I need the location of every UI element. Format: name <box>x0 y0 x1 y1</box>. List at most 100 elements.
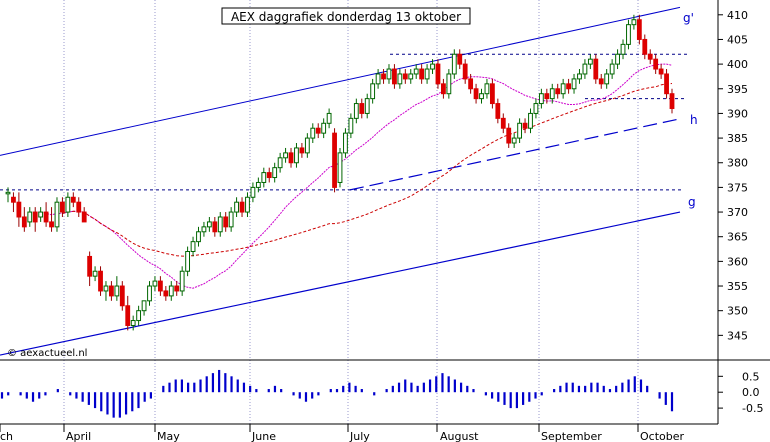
candle-body-up <box>528 112 533 129</box>
osc-tick-label: -0.5 <box>742 402 763 415</box>
candle <box>103 281 109 301</box>
candle <box>65 192 71 217</box>
candle <box>179 266 185 296</box>
candle <box>528 108 533 134</box>
month-label: May <box>157 430 180 442</box>
candle <box>49 207 54 232</box>
trend-lines <box>0 6 690 356</box>
candle <box>310 123 316 144</box>
candle-body-up <box>5 191 11 195</box>
candle <box>152 276 158 291</box>
candle-body-up <box>206 221 212 228</box>
candle <box>136 305 142 326</box>
candle <box>27 207 33 227</box>
candle-body-up <box>114 285 120 297</box>
y-tick-label: 345 <box>727 329 748 342</box>
title-box <box>221 7 471 25</box>
candle-body-down <box>435 63 441 85</box>
month-label: June <box>251 430 276 442</box>
candle <box>381 69 386 84</box>
upper-channel-line <box>0 6 681 156</box>
candle-body-up <box>582 63 588 75</box>
candle-body-up <box>337 152 343 183</box>
candle-body-down <box>544 93 550 100</box>
candle-body-down <box>223 216 229 228</box>
candle <box>119 281 125 311</box>
candle-body-up <box>321 122 327 134</box>
candle <box>141 300 147 316</box>
label-g: g <box>688 195 696 209</box>
candle-body-up <box>348 117 354 134</box>
candle-body-up <box>255 181 261 188</box>
y-tick-label: 365 <box>727 231 748 244</box>
candle <box>555 83 561 99</box>
candle <box>228 207 234 232</box>
candle <box>76 197 82 217</box>
month-label: July <box>349 430 370 442</box>
candle-body-down <box>598 78 604 85</box>
candle-body-up <box>479 93 484 100</box>
candle <box>631 14 637 30</box>
candle <box>11 192 16 213</box>
candle <box>441 78 446 99</box>
candle <box>304 133 310 158</box>
candle <box>549 83 555 104</box>
candle-body-up <box>103 285 109 292</box>
candle <box>506 123 512 148</box>
candle <box>566 78 571 94</box>
candle-body-up <box>430 63 435 70</box>
candlestick-series <box>5 14 675 331</box>
candle-body-down <box>239 201 245 213</box>
candle-body-up <box>310 127 316 139</box>
candle <box>234 197 239 217</box>
candle-body-up <box>294 147 299 164</box>
candle <box>239 197 245 217</box>
candle-body-up <box>304 137 310 154</box>
candle-body-up <box>152 280 158 287</box>
candle <box>598 73 604 89</box>
candle <box>272 162 278 183</box>
candle <box>185 246 191 277</box>
candle-body-up <box>228 211 234 228</box>
candle <box>435 59 441 89</box>
candle-body-up <box>147 285 152 302</box>
candle-body-down <box>76 201 82 213</box>
candle <box>255 177 261 193</box>
candle <box>38 207 44 222</box>
candle <box>473 83 479 104</box>
candle <box>54 197 60 232</box>
lower-channel-line <box>0 211 681 356</box>
candle <box>533 98 539 119</box>
candle-body-up <box>615 53 620 65</box>
candle <box>500 113 506 134</box>
osc-tick-label: 0.5 <box>742 370 760 383</box>
candle-body-up <box>533 103 539 114</box>
candle-body-up <box>538 93 544 105</box>
candle <box>81 207 87 223</box>
candle <box>626 19 631 50</box>
candle <box>402 69 408 84</box>
candle-body-up <box>168 285 174 297</box>
candle-body-up <box>446 73 452 95</box>
candle <box>642 34 648 60</box>
candle-body-down <box>315 127 321 134</box>
candle-body-down <box>506 127 512 144</box>
candle <box>392 64 397 89</box>
month-label: August <box>440 430 479 442</box>
candle-body-down <box>174 285 180 292</box>
candle <box>664 69 669 99</box>
candle-body-up <box>571 78 577 90</box>
candle <box>587 54 593 70</box>
candle-body-up <box>92 270 98 277</box>
candle <box>413 64 419 79</box>
candle-body-down <box>457 53 463 65</box>
candle-body-down <box>43 211 49 223</box>
candle-body-down <box>299 147 305 154</box>
candle <box>332 128 337 193</box>
candle <box>326 108 332 129</box>
candle <box>343 128 348 158</box>
candle <box>636 14 642 45</box>
candle-body-up <box>424 68 430 80</box>
candle <box>451 49 457 79</box>
candle-body-up <box>130 320 136 326</box>
